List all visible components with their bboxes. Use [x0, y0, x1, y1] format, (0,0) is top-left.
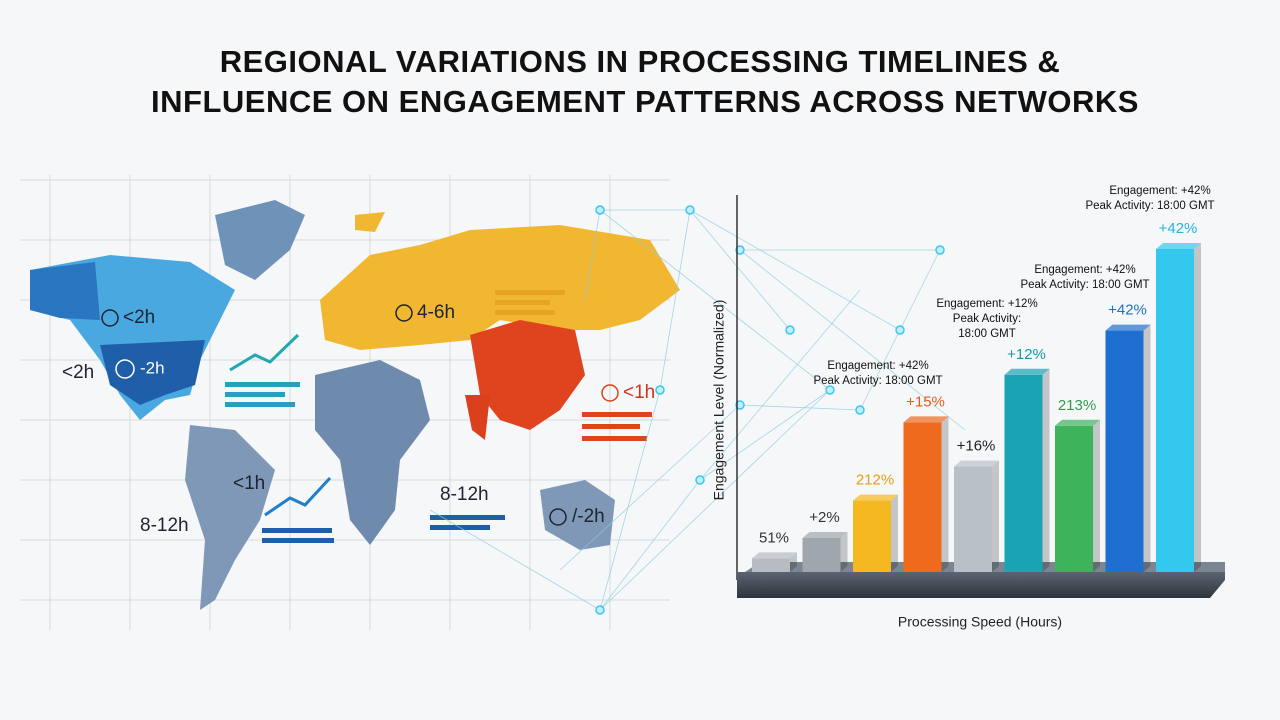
- callout: Engagement: +12% Peak Activity: 18:00 GM…: [936, 298, 1037, 340]
- bar-top: [853, 494, 898, 501]
- bar-side: [992, 460, 999, 572]
- x-axis-label: Processing Speed (Hours): [898, 614, 1062, 630]
- bar-top: [1105, 324, 1151, 331]
- bar: [752, 558, 790, 572]
- bar-annotation: +16%: [957, 438, 996, 455]
- bar-annotation: 213%: [1058, 397, 1096, 414]
- bar: [903, 422, 942, 572]
- bar-top: [903, 416, 949, 423]
- bar: [954, 466, 992, 572]
- bar: [802, 538, 841, 572]
- region-label: <1h: [623, 382, 655, 403]
- y-axis-label: Engagement Level (Normalized): [711, 300, 727, 501]
- callout-text: Engagement: +42%: [827, 360, 928, 372]
- bar-side: [1143, 324, 1151, 572]
- bar-annotation: +12%: [1007, 346, 1046, 363]
- callout-text: 18:00 GMT: [958, 328, 1016, 340]
- bar-side: [1093, 419, 1100, 572]
- bar-side: [941, 416, 949, 572]
- callout-text: Peak Activity: 18:00 GMT: [813, 375, 942, 387]
- bar-side: [1194, 243, 1201, 572]
- bar-top: [1004, 368, 1050, 375]
- callout: Engagement: +42% Peak Activity: 18:00 GM…: [1085, 185, 1214, 212]
- callout: Engagement: +42% Peak Activity: 18:00 GM…: [813, 360, 942, 387]
- bar-top: [752, 552, 797, 559]
- callout-text: Peak Activity:: [953, 313, 1021, 325]
- region-label: /-2h: [572, 506, 605, 527]
- map-labels: <2h <2h -2h 4-6h <1h <1h 8-12h 8-12h /-2…: [62, 302, 655, 536]
- clock-icon: [601, 384, 619, 402]
- bar-side: [790, 552, 797, 572]
- region-label: 8-12h: [440, 484, 489, 505]
- bar-annotation: 212%: [856, 472, 894, 489]
- callout-text: Peak Activity: 18:00 GMT: [1085, 200, 1214, 212]
- world-map: [30, 200, 680, 610]
- bar-annotation: 51%: [759, 529, 789, 546]
- region-label: -2h: [140, 358, 165, 377]
- bar-top: [1156, 243, 1201, 249]
- bar: [1105, 330, 1144, 572]
- bar-annotation: +2%: [809, 509, 839, 526]
- callout: Engagement: +42% Peak Activity: 18:00 GM…: [1020, 264, 1149, 291]
- clock-icon: [395, 304, 413, 322]
- bar: [853, 500, 891, 572]
- clock-icon: [115, 359, 135, 379]
- region-label: 8-12h: [140, 515, 189, 536]
- title-line: REGIONAL VARIATIONS IN PROCESSING TIMELI…: [220, 44, 1061, 79]
- region-label: <2h: [62, 362, 94, 383]
- clock-icon: [549, 508, 567, 526]
- region-label: <1h: [233, 473, 265, 494]
- callout-text: Peak Activity: 18:00 GMT: [1020, 279, 1149, 291]
- bar-annotation: +42%: [1159, 220, 1198, 237]
- bar: [1055, 425, 1093, 572]
- region-label: 4-6h: [417, 302, 455, 323]
- callout-text: Engagement: +42%: [1109, 185, 1210, 197]
- bar-side: [891, 494, 898, 572]
- bar-top: [802, 532, 848, 538]
- clock-icon: [101, 309, 119, 327]
- callout-text: Engagement: +12%: [936, 298, 1037, 310]
- title-line: INFLUENCE ON ENGAGEMENT PATTERNS ACROSS …: [151, 84, 1139, 119]
- platform: [737, 572, 1225, 598]
- bar: [1004, 374, 1043, 572]
- bar: [1156, 249, 1194, 572]
- bar-top: [954, 460, 999, 467]
- bar-side: [840, 532, 848, 572]
- bar-top: [1055, 419, 1100, 426]
- region-label: <2h: [123, 307, 155, 328]
- bar-side: [1042, 368, 1050, 572]
- bar-annotation: +42%: [1108, 302, 1147, 319]
- network: [429, 205, 966, 615]
- callout-text: Engagement: +42%: [1034, 264, 1135, 276]
- bar-annotation: +15%: [906, 393, 945, 410]
